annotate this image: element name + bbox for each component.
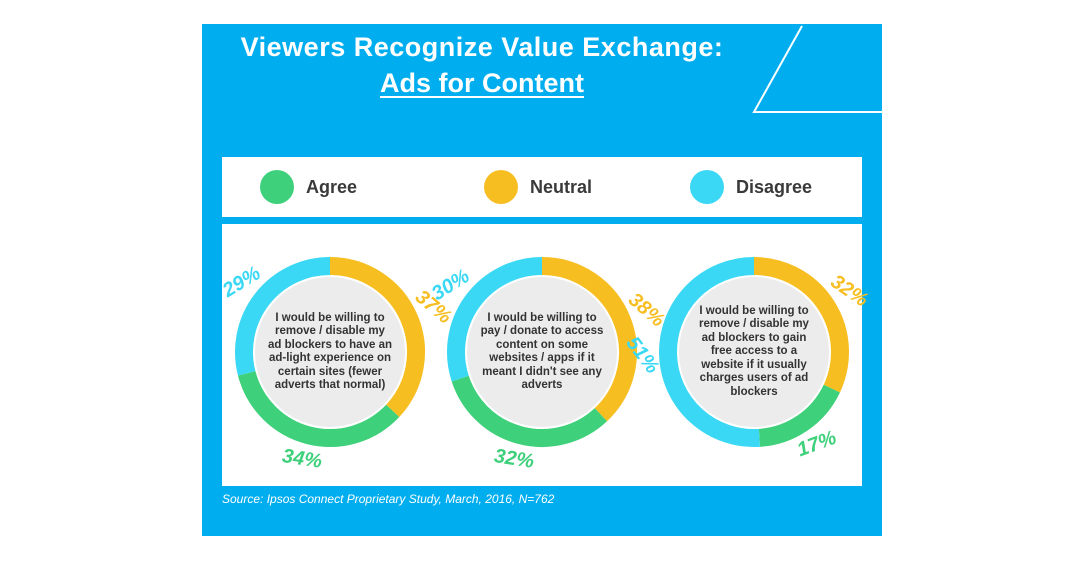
donut-1-question: I would be willing to remove / disable m… (268, 311, 392, 392)
title-line-1: Viewers Recognize Value Exchange: (240, 32, 724, 62)
donut-3-svg (659, 257, 849, 447)
title-banner (202, 24, 882, 113)
donut-slice-neutral (329, 257, 425, 418)
source-note: Source: Ipsos Connect Proprietary Study,… (222, 492, 555, 506)
donut-chart-3: I would be willing to remove / disable m… (622, 252, 872, 461)
donut-center (467, 277, 617, 427)
donut-slice-agree (758, 384, 840, 447)
donut-center (679, 277, 829, 427)
donut-label-agree: 34% (280, 445, 324, 474)
legend-item-agree: Agree (260, 170, 358, 204)
charts-panel: I would be willing to remove / disable m… (218, 224, 872, 486)
donut-slice-disagree (659, 257, 760, 447)
infographic-frame: Viewers Recognize Value Exchange: Ads fo… (202, 24, 882, 536)
donut-slice-disagree (235, 257, 331, 376)
title-line-2: Ads for Content (380, 68, 584, 98)
legend-label-neutral: Neutral (530, 176, 593, 197)
legend-dot-neutral (484, 170, 518, 204)
legend-dot-agree (260, 170, 294, 204)
donut-slice-disagree (447, 257, 543, 382)
legend-label-agree: Agree (306, 176, 358, 197)
donut-slice-neutral (541, 257, 637, 422)
donut-3-question: I would be willing to remove / disable m… (699, 304, 809, 398)
donut-slice-neutral (753, 257, 849, 393)
legend-label-disagree: Disagree (736, 176, 813, 197)
donut-2-question: I would be willing to pay / donate to ac… (480, 311, 604, 392)
legend: Agree Neutral Disagree (222, 157, 862, 217)
donut-chart-2: I would be willing to pay / donate to ac… (428, 252, 669, 473)
donut-center (255, 277, 405, 427)
donut-chart-1: I would be willing to remove / disable m… (218, 252, 456, 473)
legend-dot-disagree (690, 170, 724, 204)
donut-2-svg (447, 257, 637, 447)
donut-1-svg (235, 257, 425, 447)
legend-item-neutral: Neutral (484, 170, 593, 204)
donut-label-agree: 32% (492, 445, 536, 474)
donut-slice-agree (237, 370, 400, 447)
donut-slice-agree (451, 375, 608, 447)
legend-item-disagree: Disagree (690, 170, 813, 204)
